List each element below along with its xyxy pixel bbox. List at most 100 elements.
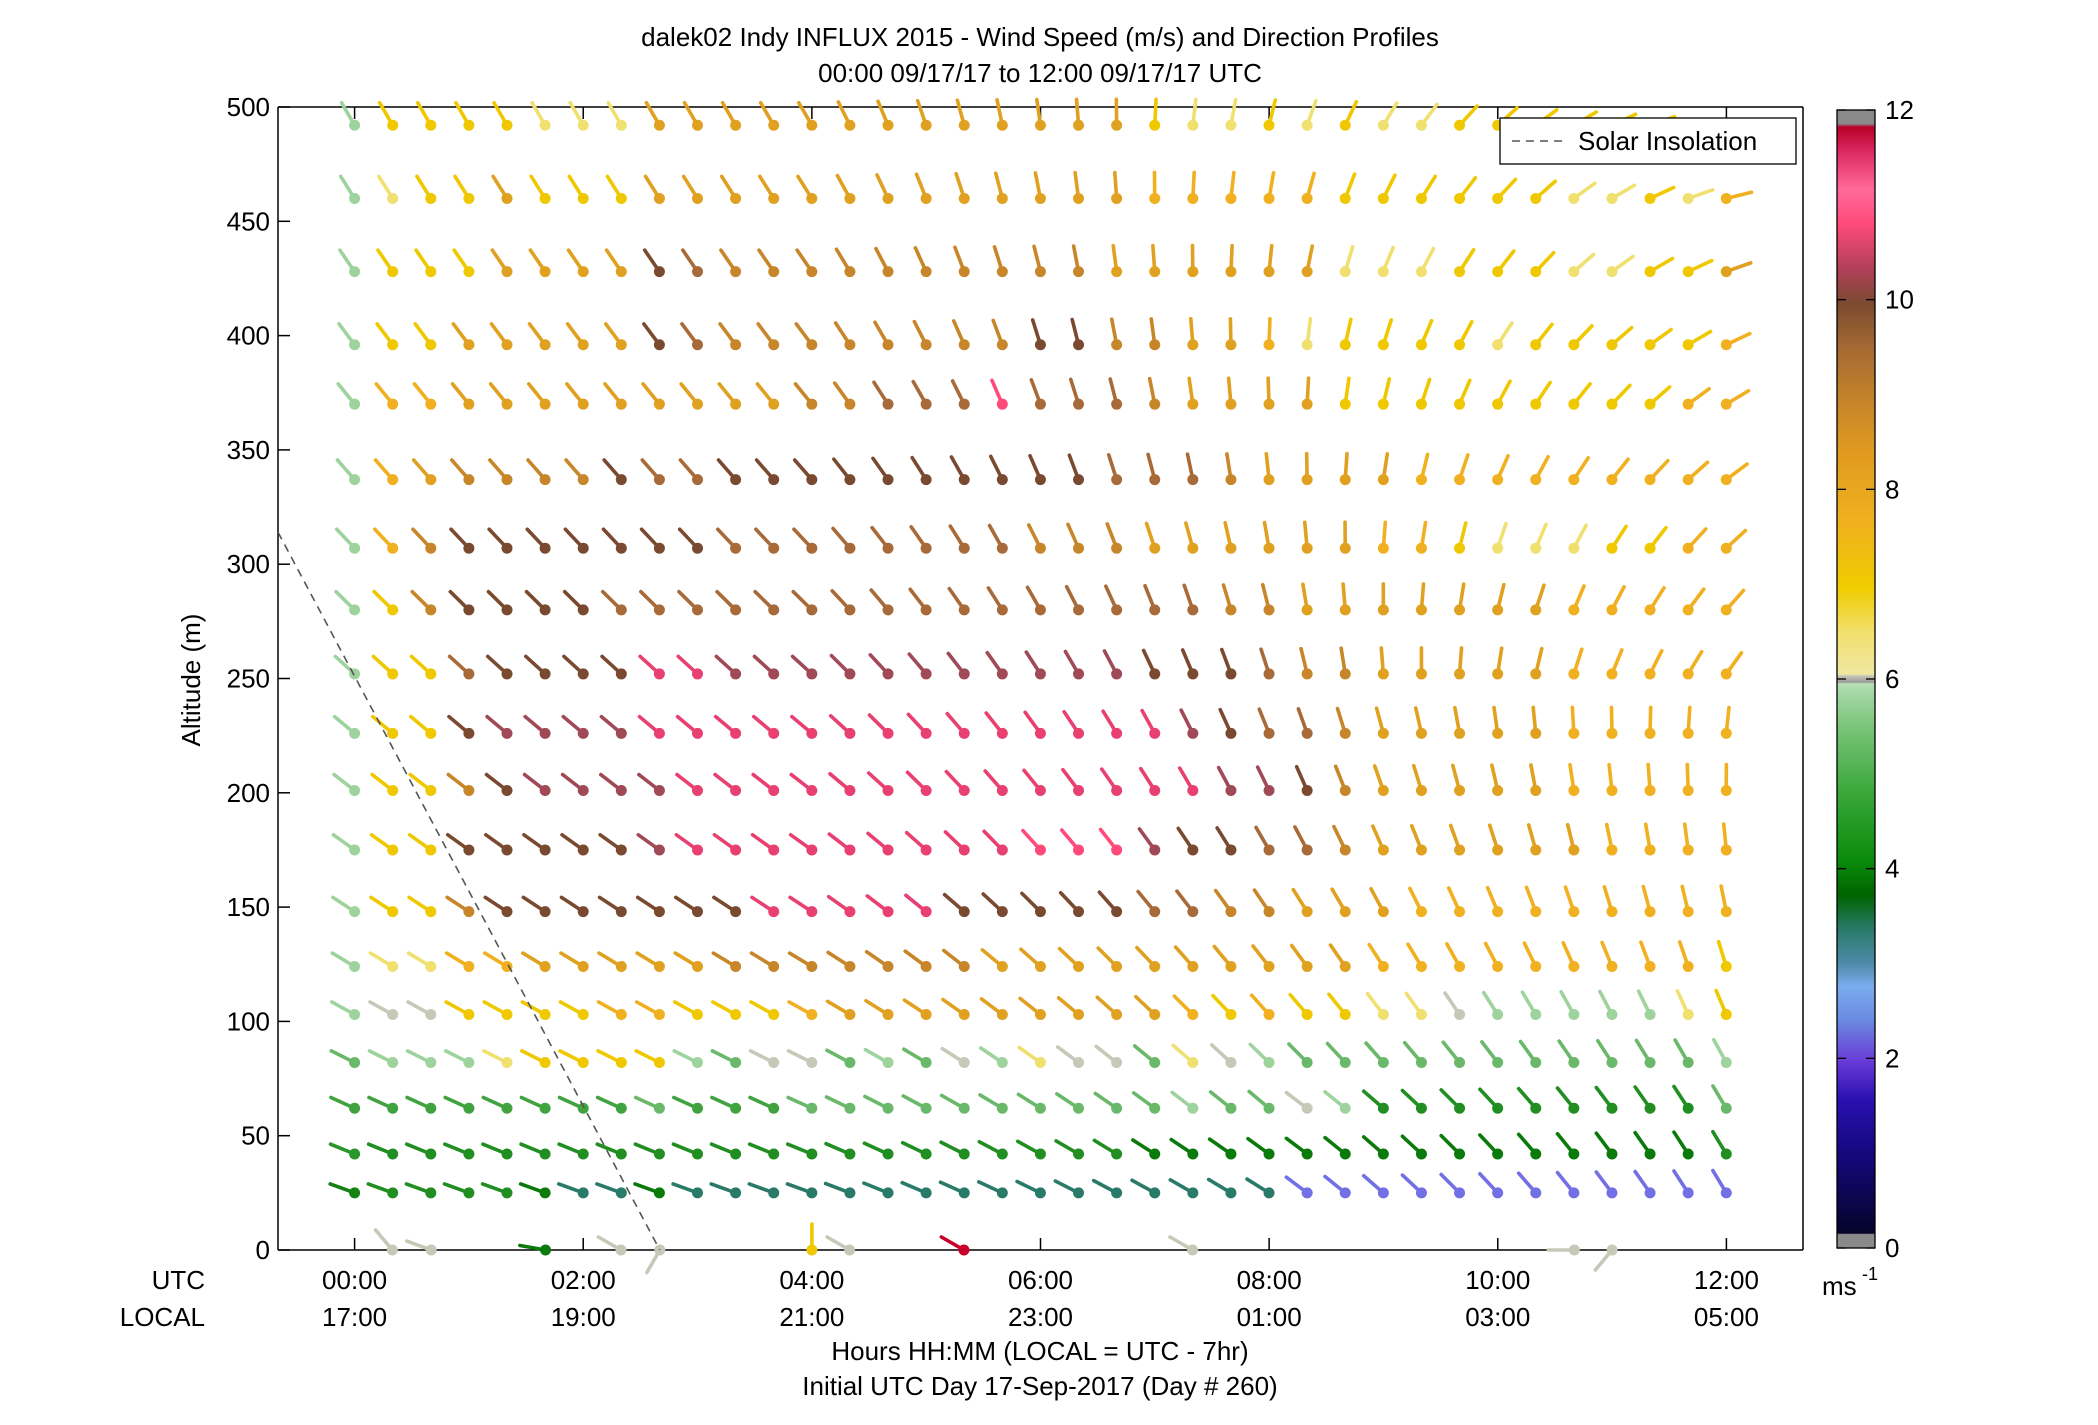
solar-insolation-line [277,531,661,1251]
wind-arrow-head [1492,1187,1504,1199]
wind-arrow-head [501,339,513,351]
wind-arrow-head [1606,785,1618,797]
wind-arrow-head [653,727,665,739]
wind-arrow-head [1568,785,1580,797]
wind-arrow-head [1682,1102,1694,1114]
wind-arrow-head [844,1244,856,1256]
wind-arrow-head [844,1187,856,1199]
wind-arrow-head [1225,474,1237,486]
wind-arrow-head [577,339,589,351]
wind-arrow-head [577,844,589,856]
wind-arrow-head [1301,1057,1313,1069]
wind-arrow-head [882,1102,894,1114]
wind-arrow-head [1415,474,1427,486]
wind-arrow-head [1682,785,1694,797]
wind-arrow-head [1720,844,1732,856]
wind-arrow-head [501,1187,513,1199]
wind-arrow-head [806,1102,818,1114]
wind-arrow-head [1111,119,1123,131]
wind-arrow-head [1682,1057,1694,1069]
wind-arrow-head [1377,1009,1389,1021]
wind-arrow-head [1301,339,1313,351]
wind-arrow-head [653,668,665,680]
wind-arrow-head [1644,785,1656,797]
wind-arrow-head [730,1148,742,1160]
wind-arrow-head [996,785,1008,797]
wind-arrow-head [1720,1148,1732,1160]
wind-arrow-head [920,266,932,278]
wind-arrow-head [730,542,742,554]
wind-arrow-head [768,1102,780,1114]
wind-arrow-head [615,1244,627,1256]
wind-arrow-head [425,542,437,554]
wind-arrow-head [1377,192,1389,204]
wind-arrow-head [1606,727,1618,739]
wind-arrow-head [387,604,399,616]
wind-arrow-head [1530,192,1542,204]
wind-arrow-head [577,727,589,739]
wind-arrow-head [1339,339,1351,351]
wind-arrow-head [1187,604,1199,616]
wind-arrow-head [1454,1102,1466,1114]
wind-arrow-head [615,266,627,278]
wind-arrow-head [1339,1102,1351,1114]
wind-arrow-head [1415,604,1427,616]
wind-arrow-head [692,1102,704,1114]
wind-arrow-head [1644,192,1656,204]
wind-arrow-head [653,542,665,554]
wind-arrow-head [615,398,627,410]
wind-arrow-head [882,727,894,739]
wind-arrow-head [387,727,399,739]
wind-arrow-head [1111,785,1123,797]
wind-arrow-head [1492,339,1504,351]
wind-arrow-head [1225,1102,1237,1114]
wind-arrow-head [806,266,818,278]
wind-arrow-head [1682,474,1694,486]
wind-arrow-head [615,604,627,616]
wind-arrow-head [1034,266,1046,278]
wind-arrow-head [806,339,818,351]
wind-arrow-head [1415,906,1427,918]
wind-arrow-head [1530,1102,1542,1114]
wind-arrow-head [768,266,780,278]
wind-arrow-head [882,1009,894,1021]
wind-arrow-head [1568,398,1580,410]
wind-arrow-head [692,1148,704,1160]
wind-arrow-head [1073,192,1085,204]
wind-arrow-head [768,668,780,680]
wind-arrow-head [1568,1187,1580,1199]
wind-arrow-head [1225,1057,1237,1069]
wind-arrow-head [349,844,361,856]
wind-arrow-head [1034,604,1046,616]
wind-arrow-head [1111,604,1123,616]
wind-arrow-head [1301,844,1313,856]
wind-arrow-head [958,339,970,351]
y-tick-label: 0 [256,1235,270,1265]
wind-arrow-head [1034,668,1046,680]
wind-arrow-head [730,668,742,680]
wind-arrow-head [1263,119,1275,131]
wind-arrow-head [1720,1102,1732,1114]
wind-arrow-head [768,961,780,973]
wind-arrow-head [577,1187,589,1199]
wind-arrow-head [958,785,970,797]
wind-arrow-head [920,339,932,351]
wind-arrow-head [692,1187,704,1199]
wind-arrow-head [1263,844,1275,856]
wind-arrow-head [615,1102,627,1114]
wind-arrow-head [958,1057,970,1069]
wind-arrow-head [349,785,361,797]
wind-arrow-head [692,727,704,739]
wind-arrow-head [1187,1102,1199,1114]
wind-arrow-head [1073,542,1085,554]
wind-arrow-head [1263,398,1275,410]
wind-arrow-head [1454,668,1466,680]
wind-arrow-head [920,1057,932,1069]
wind-arrow-head [425,266,437,278]
wind-arrow-head [1187,668,1199,680]
wind-arrow-head [1339,844,1351,856]
wind-arrow-head [615,119,627,131]
wind-arrow-head [1149,668,1161,680]
wind-arrow-head [577,1148,589,1160]
wind-arrow-head [996,727,1008,739]
